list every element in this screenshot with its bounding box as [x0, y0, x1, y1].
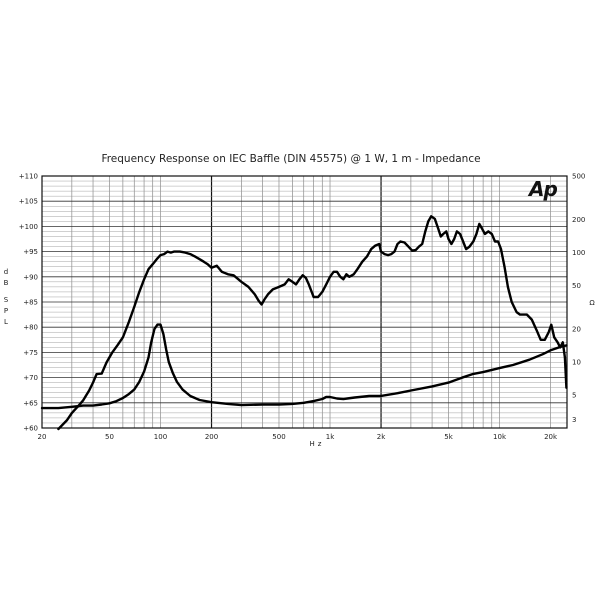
- ap-logo: Ap: [527, 177, 557, 201]
- grid: [42, 176, 567, 428]
- y-right-tick-label: 3: [572, 416, 576, 424]
- y-axis-label-char: B: [4, 279, 9, 287]
- y-axis-label-char: P: [4, 307, 8, 315]
- y-left-tick-label: +100: [19, 223, 38, 231]
- frequency-response-curve: [57, 215, 568, 431]
- y-right-tick-label: 100: [572, 249, 585, 257]
- x-tick-label: 1k: [326, 433, 335, 441]
- x-tick-label: 5k: [444, 433, 453, 441]
- y-left-tick-label: +80: [23, 324, 38, 332]
- left-axis: +110 +105 +100 +95 +90 +85 +80 +75 +70 +65 +60: [19, 173, 38, 433]
- y-right-tick-label: 5: [572, 392, 576, 400]
- y-left-tick-label: +65: [23, 399, 38, 407]
- series-group: [40, 215, 568, 431]
- x-axis: 20 50 100 200 500 1k 2k 5k 10k 20k: [38, 433, 558, 441]
- y-left-tick-label: +90: [23, 273, 38, 281]
- y-left-tick-label: +60: [23, 425, 38, 433]
- y-left-tick-label: +70: [23, 374, 38, 382]
- y-axis-label-char: S: [4, 296, 9, 304]
- x-tick-label: 200: [205, 433, 218, 441]
- y-right-tick-label: 20: [572, 326, 581, 334]
- x-tick-label: 2k: [377, 433, 386, 441]
- y-left-tick-label: +95: [23, 248, 38, 256]
- x-tick-label: 20k: [544, 433, 558, 441]
- chart-title: Frequency Response on IEC Baffle (DIN 45…: [101, 153, 480, 165]
- y-axis-label-right: Ω: [589, 299, 595, 307]
- y-right-tick-label: 10: [572, 359, 581, 367]
- y-axis-label-char: L: [4, 318, 8, 326]
- y-left-tick-label: +75: [23, 349, 38, 357]
- y-right-tick-label: 500: [572, 173, 585, 181]
- x-tick-label: 10k: [493, 433, 507, 441]
- y-left-tick-label: +105: [19, 198, 38, 206]
- plot-frame: [41, 175, 568, 429]
- y-right-tick-label: 50: [572, 282, 581, 290]
- x-tick-label: 50: [105, 433, 114, 441]
- x-tick-label: 500: [272, 433, 285, 441]
- y-left-tick-label: +85: [23, 299, 38, 307]
- right-axis: 500 200 100 50 20 10 5 3: [572, 173, 585, 424]
- x-tick-label: 20: [38, 433, 47, 441]
- y-right-tick-label: 200: [572, 216, 585, 224]
- y-axis-label-left: dB SPL: [4, 268, 9, 326]
- y-axis-label-char: d: [4, 268, 8, 276]
- y-left-tick-label: +110: [19, 173, 38, 181]
- impedance-curve: [40, 323, 568, 410]
- x-axis-label: Hz: [310, 440, 325, 448]
- x-tick-label: 100: [154, 433, 167, 441]
